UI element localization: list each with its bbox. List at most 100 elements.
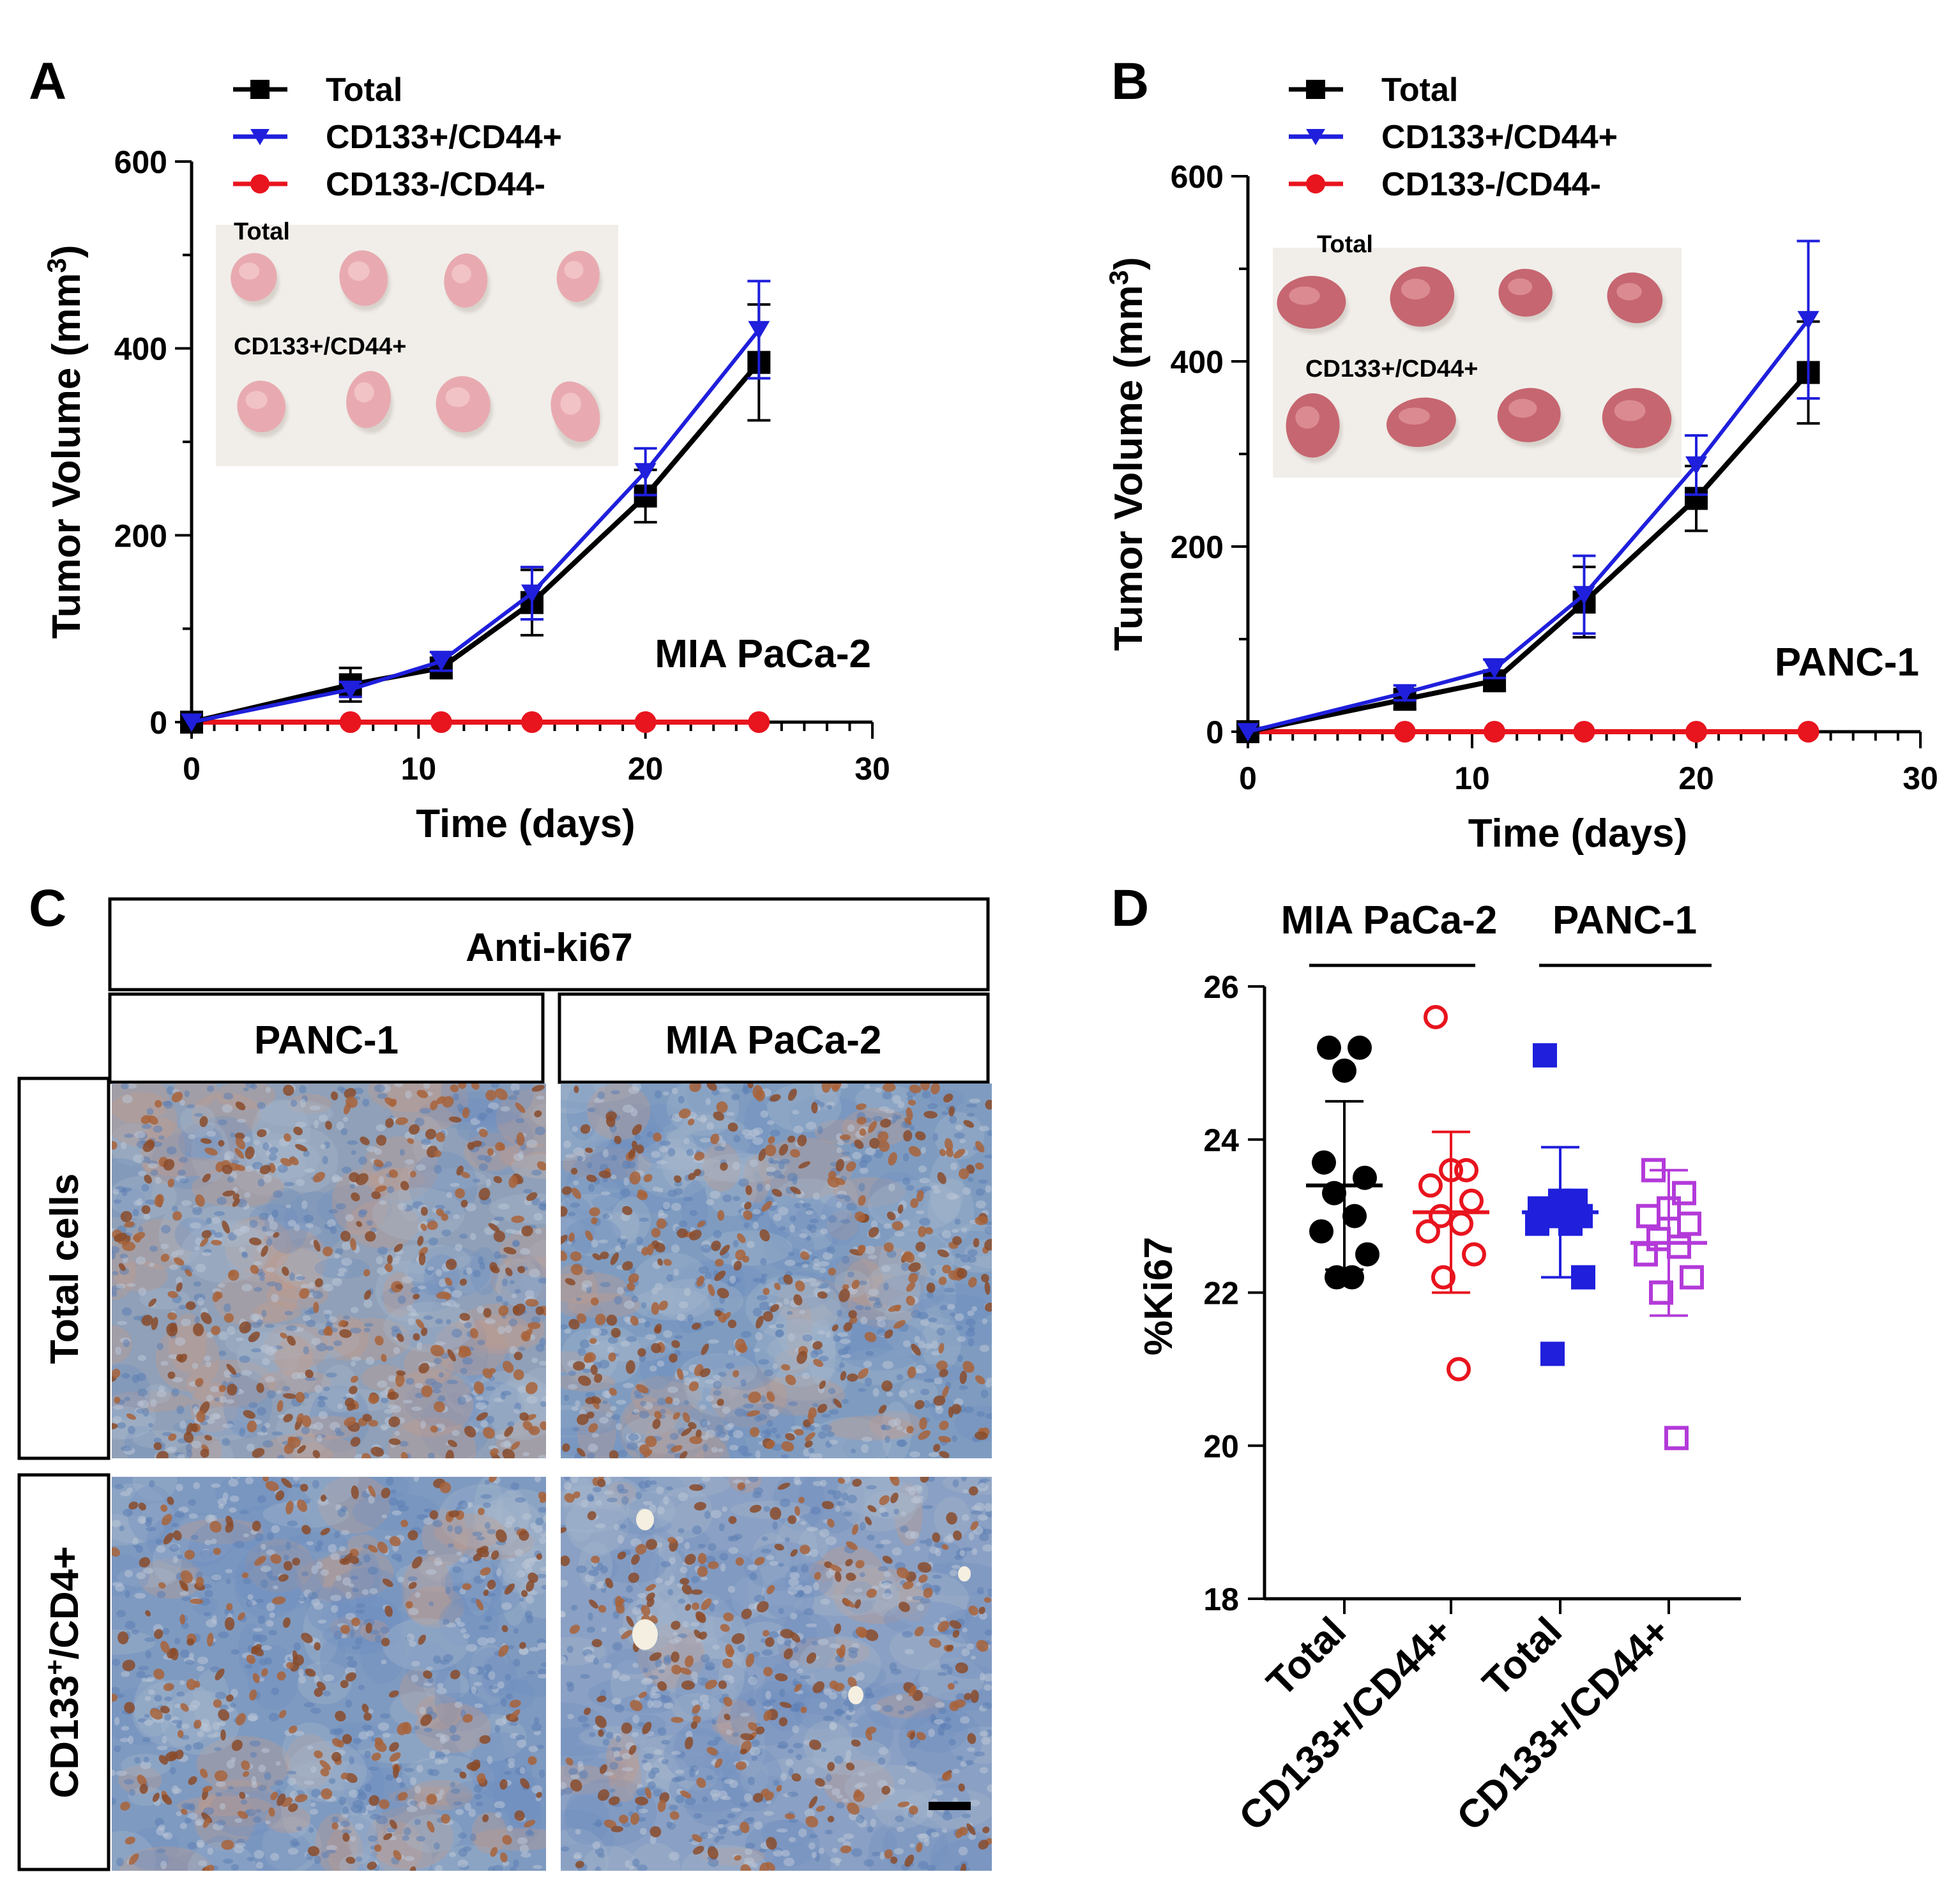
y-tick-label: 400 [1171, 344, 1224, 380]
cell [823, 1715, 835, 1721]
cell [314, 1545, 322, 1552]
cell [570, 1774, 580, 1779]
cell [314, 1855, 321, 1864]
cell [568, 1211, 576, 1216]
ki67-nucleus [527, 1322, 541, 1329]
cell [450, 1781, 456, 1788]
ki67-nucleus [978, 1606, 985, 1615]
cell [133, 1315, 143, 1320]
cell [878, 1106, 890, 1112]
ki67-nucleus [671, 1340, 680, 1348]
cell [113, 1199, 121, 1204]
cell [454, 1702, 463, 1708]
ki67-nucleus [374, 1737, 384, 1746]
ki67-nucleus [833, 1623, 842, 1635]
cell [535, 1517, 543, 1525]
cell [712, 1645, 720, 1650]
tissue-texture [632, 1287, 710, 1320]
cell [513, 1859, 519, 1868]
data-point [1332, 1058, 1356, 1083]
cell [146, 1108, 154, 1115]
cell [335, 1176, 344, 1182]
cell [475, 1396, 483, 1401]
cell [434, 1751, 446, 1760]
ki67-nucleus [458, 1084, 467, 1089]
cell [955, 1693, 966, 1702]
ki67-nucleus [501, 1625, 508, 1633]
cell [148, 1262, 155, 1267]
cell [489, 1685, 499, 1689]
ki67-nucleus [308, 1846, 320, 1857]
cell [406, 1806, 418, 1813]
cell [234, 1818, 243, 1823]
ki67-nucleus [163, 1159, 175, 1171]
ki67-nucleus [743, 1210, 753, 1220]
cell [643, 1753, 654, 1760]
cell [842, 1511, 853, 1517]
cell [266, 1238, 273, 1246]
tile-content [112, 1084, 546, 1458]
ki67-nucleus [595, 1313, 606, 1325]
cell [423, 1315, 434, 1320]
ki67-nucleus [745, 1653, 755, 1667]
cell [425, 1569, 437, 1575]
cell [406, 1633, 414, 1642]
ki67-nucleus [502, 1835, 512, 1845]
ki67-nucleus [235, 1101, 246, 1110]
ki67-nucleus [388, 1438, 401, 1446]
cell [112, 1797, 116, 1806]
ki67-nucleus [325, 1121, 332, 1130]
ki67-nucleus [125, 1836, 135, 1845]
cell [660, 1561, 671, 1567]
tissue-texture [238, 1221, 323, 1241]
ki67-nucleus [650, 1826, 662, 1838]
cell [507, 1421, 515, 1427]
cell [300, 1098, 306, 1108]
cell [819, 1267, 826, 1273]
cell [671, 1087, 678, 1095]
cell [162, 1735, 167, 1744]
ki67-nucleus [854, 1789, 862, 1798]
ki67-nucleus [747, 1410, 761, 1417]
ki67-nucleus [783, 1274, 793, 1285]
cell [235, 1842, 246, 1848]
cell [752, 1278, 763, 1283]
ki67-nucleus [716, 1101, 728, 1114]
cell [909, 1740, 917, 1749]
cell [745, 1848, 753, 1855]
cell [367, 1566, 378, 1575]
ki67-nucleus [192, 1323, 204, 1336]
cell [318, 1411, 328, 1419]
cell [658, 1209, 664, 1216]
cell [138, 1665, 149, 1671]
cell [653, 1788, 662, 1797]
data-point [1429, 1204, 1453, 1228]
tissue-texture [712, 1715, 761, 1737]
cell [666, 1821, 673, 1829]
ki67-nucleus [894, 1306, 901, 1311]
ki67-nucleus [167, 1371, 176, 1379]
cell [637, 1864, 648, 1871]
ki67-nucleus [590, 1297, 599, 1306]
ki67-nucleus [695, 1611, 706, 1623]
ki67-nucleus [886, 1211, 896, 1221]
ki67-nucleus [395, 1284, 404, 1290]
cell [710, 1190, 721, 1199]
cell [266, 1620, 274, 1627]
ki67-nucleus [855, 1103, 867, 1110]
ki67-nucleus [112, 1368, 121, 1378]
cell [455, 1808, 464, 1815]
cell [137, 1388, 148, 1396]
ki67-nucleus [902, 1581, 914, 1590]
cell [577, 1156, 584, 1161]
ki67-nucleus [427, 1220, 438, 1230]
ki67-nucleus [201, 1230, 212, 1239]
column-box-panc1 [108, 992, 545, 1084]
cell [452, 1329, 462, 1338]
cell [669, 1433, 679, 1440]
cell [174, 1511, 185, 1518]
cell [457, 1396, 466, 1405]
cell [570, 1605, 578, 1611]
ki67-nucleus [346, 1096, 358, 1108]
cell [919, 1539, 927, 1544]
